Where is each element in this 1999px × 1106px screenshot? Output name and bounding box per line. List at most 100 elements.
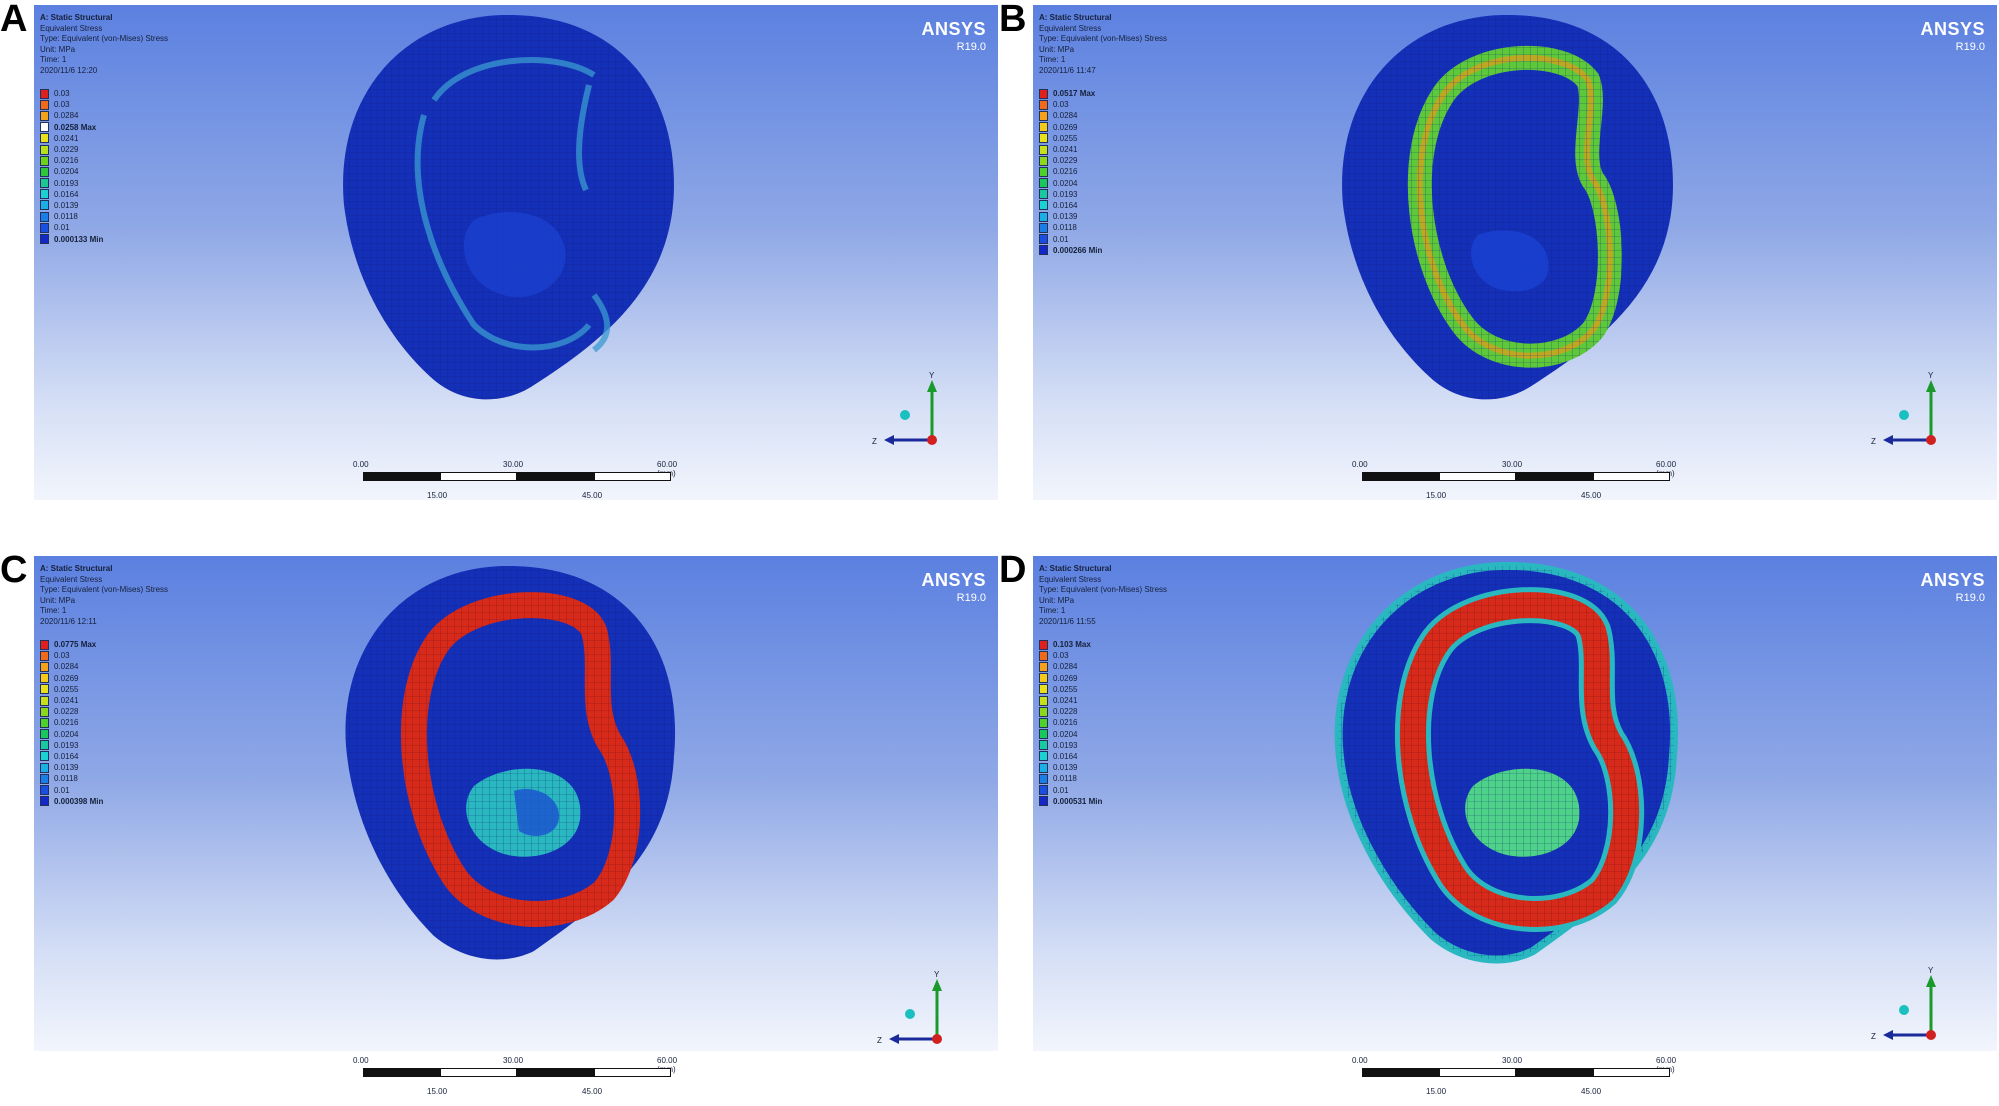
legend-swatch (1039, 639, 1048, 650)
scale-bar: 0.00 30.00 60.00 (mm) 15.00 45.00 (1319, 460, 1676, 510)
legend-row: 0.0139 (40, 200, 103, 211)
header-title: A: Static Structural (40, 564, 113, 573)
legend-row: 0.000133 Min (40, 233, 104, 245)
legend-value: 0.03 (1053, 100, 1069, 110)
panel-label: D (999, 549, 1027, 591)
scale-bar: 0.00 30.00 60.00 (mm) 15.00 45.00 (320, 460, 677, 510)
legend-row: 0.03 (1039, 650, 1102, 661)
legend-row: 0.0216 (40, 155, 103, 166)
panel-label: C (0, 549, 28, 591)
brand-name: ANSYS (921, 19, 986, 39)
panel-b: B A: Static Structural Equivalent Stress… (999, 0, 1999, 550)
legend-value: 0.0241 (54, 133, 79, 143)
viewport-b (1033, 5, 1997, 500)
y-arrow-icon (927, 380, 937, 392)
result-header: A: Static Structural Equivalent Stress T… (40, 564, 168, 627)
legend-value: 0.000531 Min (1053, 796, 1103, 806)
legend-value: 0.0193 (54, 178, 79, 188)
legend-value: 0.0204 (1053, 729, 1078, 739)
result-header: A: Static Structural Equivalent Stress T… (40, 13, 168, 76)
legend-value: 0.0204 (54, 729, 79, 739)
viewport-a (34, 5, 998, 500)
z-arrow-icon (1883, 435, 1893, 445)
legend-value: 0.0269 (1053, 122, 1078, 132)
legend-row: 0.0229 (40, 144, 103, 155)
legend-row: 0.0216 (1039, 166, 1102, 177)
brand-version: R19.0 (1955, 592, 1985, 604)
legend-row: 0.0255 (1039, 684, 1102, 695)
legend-value: 0.0269 (1053, 673, 1078, 683)
legend-row: 0.01 (40, 222, 103, 233)
scale-tick: 30.00 (503, 460, 524, 469)
legend-row: 0.0204 (40, 166, 103, 177)
brand-version: R19.0 (956, 41, 986, 53)
legend-value: 0.000266 Min (1053, 245, 1103, 255)
legend-row: 0.0284 (1039, 110, 1102, 121)
sphere-icon (1899, 1005, 1909, 1015)
legend-value: 0.03 (54, 651, 70, 661)
legend-row: 0.0164 (1039, 200, 1102, 211)
legend-row: 0.03 (40, 88, 103, 99)
ear-model-d (1334, 561, 1678, 964)
scale-bar: 0.00 30.00 60.00 (mm) 15.00 45.00 (320, 1056, 677, 1106)
legend-row: 0.0255 (1039, 133, 1102, 144)
legend-value: 0.0139 (54, 763, 79, 773)
legend-value: 0.0139 (1053, 763, 1078, 773)
legend-value: 0.000133 Min (54, 234, 104, 244)
legend-row: 0.0193 (40, 740, 103, 751)
legend-swatch (40, 200, 49, 211)
legend-row: 0.0228 (1039, 706, 1102, 717)
legend-row: 0.01 (40, 784, 103, 796)
ansys-logo: ANSYS R19.0 (1920, 570, 1985, 604)
scale-tick: 0.00 (353, 460, 369, 469)
scale-segment (440, 1068, 517, 1077)
z-label: Z (1871, 437, 1876, 446)
legend-swatch (1039, 740, 1048, 751)
legend-row: 0.0229 (1039, 155, 1102, 166)
legend-swatch (40, 695, 49, 706)
header-line: Time: 1 (1039, 606, 1066, 615)
legend-row: 0.000266 Min (1039, 245, 1102, 256)
header-line: Unit: MPa (1039, 595, 1075, 605)
legend-row: 0.03 (40, 650, 103, 661)
panel-label: B (999, 0, 1027, 40)
legend-swatch (1039, 245, 1048, 256)
legend-value: 0.0284 (1053, 662, 1078, 672)
legend-swatch (1039, 110, 1048, 121)
y-arrow-icon (1926, 380, 1936, 392)
axis-triad: Y Z (1871, 966, 1936, 1041)
ansys-logo: ANSYS R19.0 (921, 19, 986, 53)
brand-name: ANSYS (1920, 19, 1985, 39)
z-label: Z (1871, 1032, 1876, 1041)
legend-value: 0.0139 (1053, 212, 1078, 222)
header-line: Time: 1 (1039, 55, 1066, 64)
legend-value: 0.01 (54, 785, 70, 795)
viewport-c (34, 556, 998, 1051)
stress-legend: 0.03 0.03 0.0284 0.0258 Max 0.0241 0.0229 0.02… (40, 88, 103, 245)
legend-row: 0.0118 (1039, 222, 1102, 233)
legend-row: 0.0258 Max (40, 122, 103, 133)
legend-swatch (40, 222, 49, 233)
legend-swatch (1039, 751, 1048, 762)
sphere-icon (900, 410, 910, 420)
scale-tick: 0.00 (1352, 460, 1368, 469)
y-arrow-icon (932, 979, 942, 991)
legend-value: 0.0228 (54, 707, 79, 717)
legend-row: 0.0193 (1039, 740, 1102, 751)
legend-value: 0.0241 (1053, 696, 1078, 706)
legend-row: 0.000398 Min (40, 796, 103, 807)
header-line: Type: Equivalent (von-Mises) Stress (40, 34, 169, 43)
legend-swatch (1039, 796, 1048, 807)
legend-value: 0.0118 (1053, 223, 1077, 233)
origin-icon (1926, 1030, 1936, 1040)
scale-tick: 30.00 (1502, 1056, 1523, 1065)
scale-bar: 0.00 30.00 60.00 (mm) 15.00 45.00 (1319, 1056, 1676, 1106)
legend-value: 0.0216 (1053, 167, 1078, 177)
legend-value: 0.0118 (54, 212, 78, 222)
legend-row: 0.0193 (40, 178, 103, 189)
legend-row: 0.0241 (40, 695, 103, 706)
legend-value: 0.03 (54, 100, 70, 110)
legend-swatch (1039, 144, 1048, 155)
legend-row: 0.0269 (40, 673, 103, 684)
ansys-logo: ANSYS R19.0 (921, 570, 986, 604)
